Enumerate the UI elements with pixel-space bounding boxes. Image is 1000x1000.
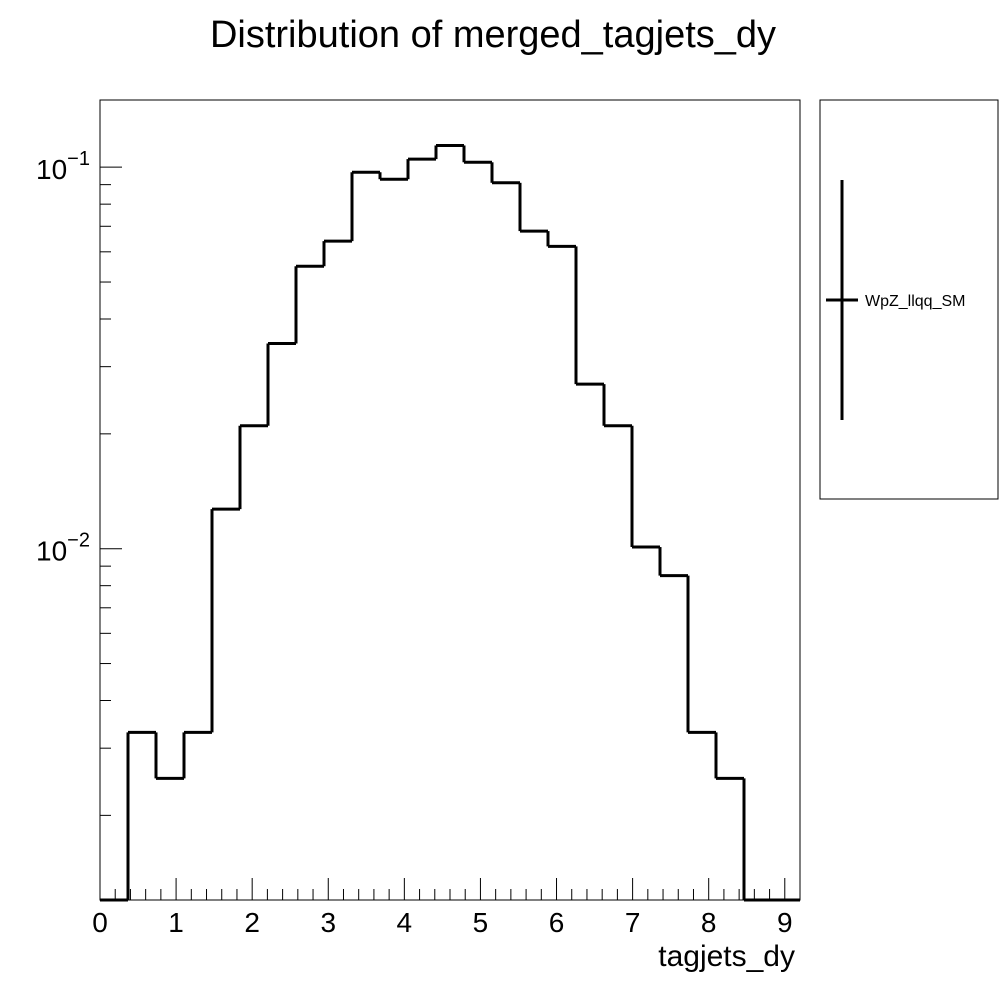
x-axis-label: tagjets_dy xyxy=(658,940,795,973)
x-tick-label: 4 xyxy=(397,907,413,938)
legend-entry: WpZ_llqq_SM xyxy=(865,293,965,310)
x-axis: 0 1 2 3 4 5 6 7 8 9 xyxy=(92,878,793,938)
plot-frame xyxy=(99,99,801,901)
x-tick-label: 9 xyxy=(777,907,793,938)
y-tick-label: 10−2 xyxy=(36,530,90,567)
x-tick-label: 1 xyxy=(168,907,184,938)
y-tick-label: 10−1 xyxy=(36,148,90,185)
x-tick-label: 2 xyxy=(244,907,260,938)
x-tick-label: 5 xyxy=(473,907,489,938)
x-tick-label: 7 xyxy=(625,907,641,938)
x-tick-label: 0 xyxy=(92,907,108,938)
legend: WpZ_llqq_SM xyxy=(819,99,999,500)
histogram-layer xyxy=(100,143,800,902)
y-axis: 10−1 10−2 xyxy=(36,148,122,816)
x-tick-label: 8 xyxy=(701,907,717,938)
x-tick-label: 3 xyxy=(320,907,336,938)
chart-title: Distribution of merged_tagjets_dy xyxy=(210,14,776,56)
x-tick-label: 6 xyxy=(549,907,565,938)
